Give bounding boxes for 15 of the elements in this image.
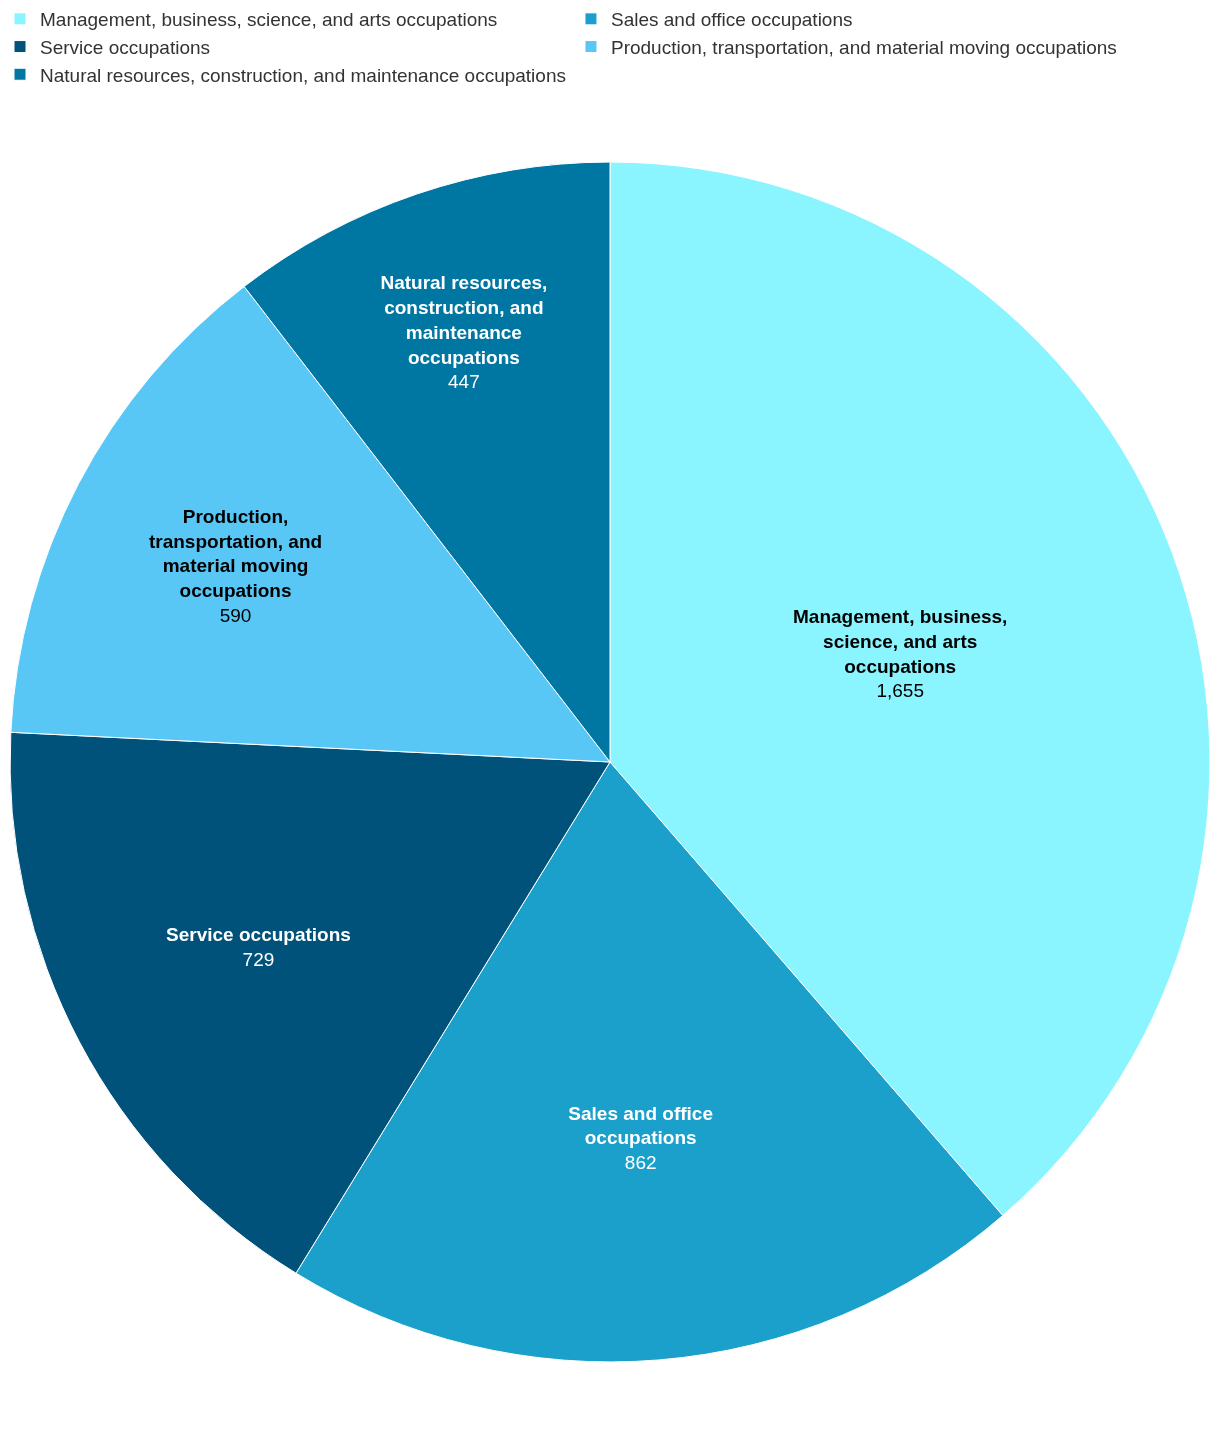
slice-label: Service occupations [166,924,351,946]
slice-label: Production, transportation, and material moving occupations [148,506,323,602]
data-label: 729 [242,949,275,971]
data-label: 1,655 [876,680,924,702]
slice-label: Management, business, science, and arts occupations [793,606,1008,677]
legend-label: Management, business, science, and arts occupations [40,9,498,31]
slice-label: Sales and office occupations [568,1102,713,1149]
data-label: 590 [219,604,252,626]
data-label: 862 [624,1152,657,1174]
data-label: 447 [448,371,480,393]
slice-label: Natural resources, construction, and maintenance occupations [380,272,548,368]
legend-label: Service occupations [40,36,211,58]
legend-label: Production, transportation, and material moving occupations [610,36,1117,58]
legend-label: Natural resources, construction, and maintenance occupations [40,64,566,86]
legend-label: Sales and office occupations [610,9,853,31]
